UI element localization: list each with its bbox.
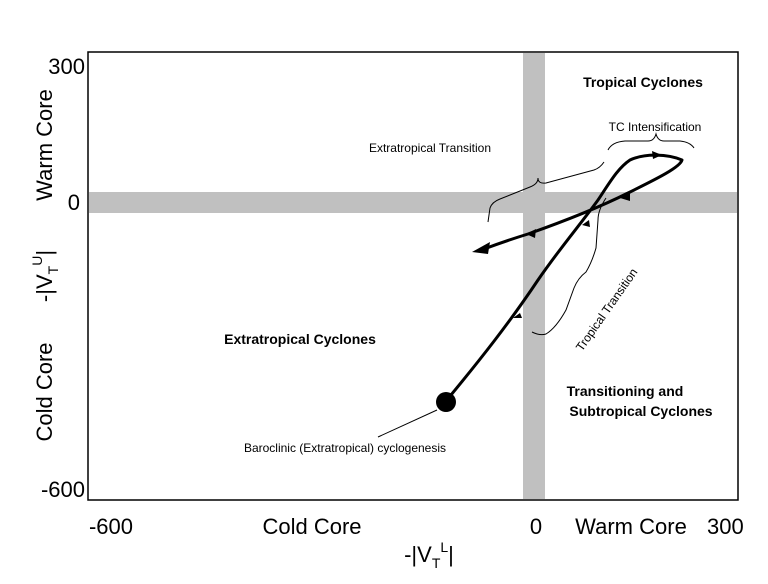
tropical-transition-brace bbox=[531, 197, 607, 336]
direction-arrow-4 bbox=[620, 192, 630, 201]
tc-intensification-label: TC Intensification bbox=[609, 120, 702, 134]
x-axis-title-sub: T bbox=[432, 555, 441, 571]
y-axis-title: -|VTU| bbox=[29, 250, 61, 302]
x-warm-core-label: Warm Core bbox=[575, 514, 687, 539]
y-axis-title-main: -|V bbox=[32, 274, 57, 302]
extratropical-transition-label: Extratropical Transition bbox=[369, 141, 491, 155]
horizontal-zero-band bbox=[89, 192, 737, 213]
x-cold-core-label: Cold Core bbox=[262, 514, 361, 539]
x-tick-0: 0 bbox=[530, 514, 542, 539]
y-axis-title-sup: U bbox=[29, 256, 45, 266]
y-warm-core-label: Warm Core bbox=[32, 89, 57, 201]
cyclogenesis-label: Baroclinic (Extratropical) cyclogenesis bbox=[244, 441, 446, 455]
y-tick-300: 300 bbox=[48, 54, 85, 79]
direction-arrow-5 bbox=[526, 229, 536, 238]
x-axis-title-main: -|V bbox=[404, 542, 432, 567]
trajectory-end-arrow bbox=[472, 242, 490, 254]
cyclone-trajectory bbox=[444, 153, 684, 403]
y-axis-title-sub: T bbox=[45, 265, 61, 274]
vertical-zero-band bbox=[523, 53, 545, 499]
x-axis-title-end: | bbox=[448, 542, 454, 567]
direction-arrow-3 bbox=[652, 151, 662, 159]
extratropical-transition-brace bbox=[487, 161, 605, 223]
x-axis-title: -|VTL| bbox=[404, 539, 454, 571]
y-axis-title-end: | bbox=[32, 250, 57, 256]
transitioning-label-line2: Subtropical Cyclones bbox=[569, 403, 712, 419]
x-axis-title-sup: L bbox=[440, 539, 448, 555]
direction-arrow-1 bbox=[513, 313, 522, 318]
transitioning-label-line1: Transitioning and bbox=[567, 383, 684, 399]
y-cold-core-label: Cold Core bbox=[32, 342, 57, 441]
genesis-leader-line bbox=[377, 409, 438, 438]
tropical-cyclones-label: Tropical Cyclones bbox=[583, 74, 703, 90]
y-tick-neg600: -600 bbox=[41, 477, 85, 502]
direction-arrow-2 bbox=[582, 220, 590, 227]
x-tick-300: 300 bbox=[707, 514, 744, 539]
y-tick-0: 0 bbox=[68, 190, 80, 215]
trajectory-path bbox=[444, 153, 684, 403]
tc-intensification-brace bbox=[607, 132, 695, 151]
x-tick-neg600: -600 bbox=[89, 514, 133, 539]
plot-frame bbox=[87, 51, 739, 501]
genesis-point bbox=[436, 392, 456, 412]
extratropical-cyclones-label: Extratropical Cyclones bbox=[224, 331, 376, 347]
